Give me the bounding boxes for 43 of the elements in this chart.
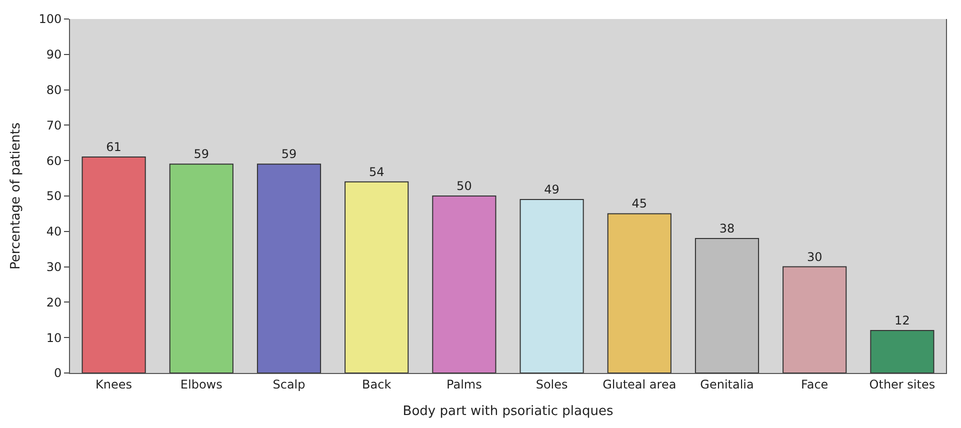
bar [256, 164, 322, 373]
data-label: 38 [719, 221, 735, 236]
data-label: 50 [456, 179, 472, 193]
data-label: 54 [368, 164, 384, 179]
x-tick-label: Other sites [869, 377, 936, 392]
data-label: 49 [544, 182, 560, 197]
bar [694, 238, 760, 373]
data-label: 61 [106, 140, 122, 154]
x-tick-label: Knees [96, 377, 132, 392]
bar [169, 164, 234, 373]
data-label: 45 [632, 196, 648, 211]
y-axis-title: Percentage of patients [8, 122, 24, 270]
y-tick-label: 60 [46, 154, 62, 168]
data-label: 30 [806, 250, 822, 264]
y-tick-label: 100 [38, 12, 62, 26]
bar [782, 266, 847, 373]
data-label: 59 [281, 147, 297, 162]
y-tick-label: 70 [46, 118, 62, 132]
x-tick-label: Genitalia [700, 377, 754, 392]
y-tick-label: 40 [46, 224, 62, 239]
y-tick-label: 0 [54, 366, 62, 380]
x-tick-label: Elbows [180, 377, 222, 392]
x-tick-label: Palms [446, 377, 482, 392]
x-tick-label: Back [362, 377, 392, 392]
bar [870, 330, 934, 373]
bar [520, 199, 584, 373]
x-tick-label: Soles [536, 377, 568, 392]
x-tick-label: Gluteal area [602, 377, 676, 392]
y-tick-label: 10 [46, 330, 62, 345]
bar [432, 196, 496, 373]
y-tick-label: 80 [46, 83, 62, 97]
x-tick-label: Face [801, 377, 828, 392]
x-tick-label: Scalp [272, 377, 306, 392]
y-tick-label: 20 [46, 295, 62, 310]
bar [607, 213, 672, 373]
y-tick-label: 90 [46, 48, 62, 62]
y-tick-label: 50 [46, 189, 62, 204]
y-tick-label: 30 [46, 260, 62, 274]
bar [344, 181, 409, 373]
data-label: 59 [194, 147, 210, 162]
bar [82, 156, 146, 373]
data-label: 12 [894, 314, 910, 328]
x-axis-title: Body part with psoriatic plaques [402, 404, 614, 419]
